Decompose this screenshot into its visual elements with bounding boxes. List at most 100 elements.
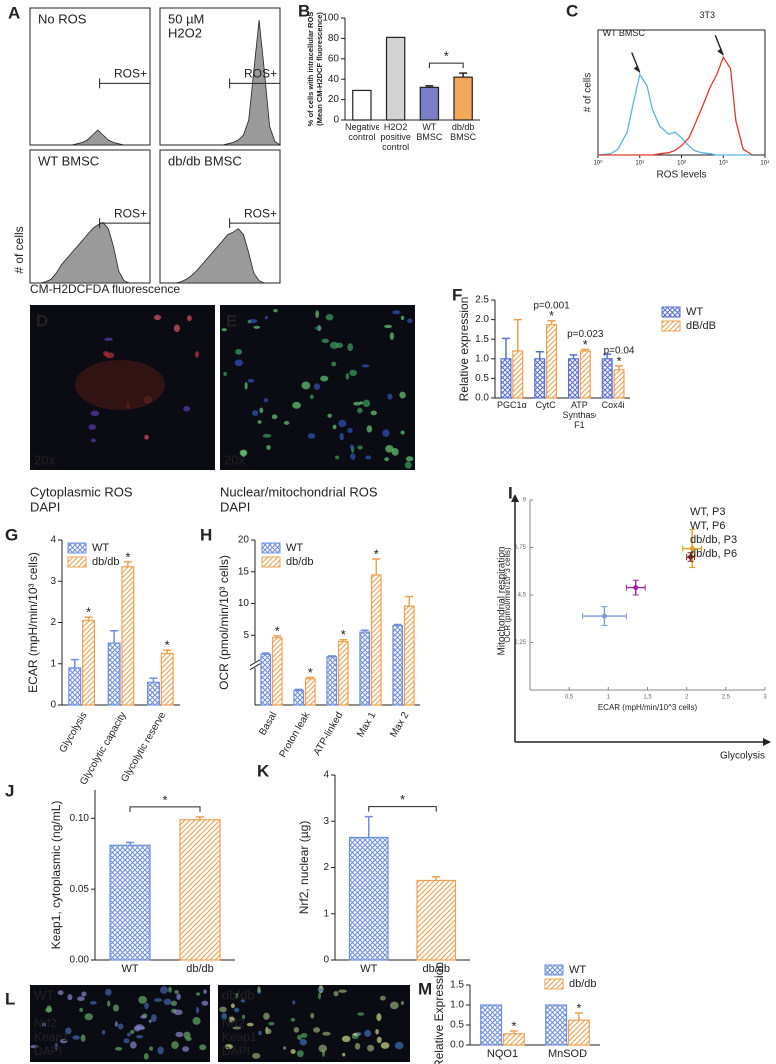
y-tick-label: 0.05 bbox=[70, 884, 90, 895]
axis-break-mark bbox=[249, 659, 261, 667]
cell bbox=[315, 310, 319, 318]
bar bbox=[109, 844, 151, 961]
y-tick-label: 3 bbox=[323, 816, 329, 827]
histogram-area bbox=[160, 228, 280, 284]
caption: DAPI bbox=[220, 499, 250, 514]
x-tick-label: Cox4i bbox=[601, 401, 625, 410]
series-annotation: 3T3 bbox=[699, 11, 715, 21]
cell bbox=[391, 447, 399, 456]
cell bbox=[174, 989, 179, 994]
cell bbox=[224, 1044, 233, 1050]
cell bbox=[347, 428, 353, 434]
cell bbox=[79, 1007, 84, 1012]
bar bbox=[392, 625, 404, 706]
bar bbox=[416, 879, 457, 961]
cell bbox=[234, 359, 243, 367]
cell bbox=[394, 1041, 404, 1050]
significance: * bbox=[583, 337, 588, 352]
x-axis-label: ECAR (mpH/min/10^3 cells) bbox=[598, 703, 698, 712]
significance: * bbox=[162, 792, 167, 807]
cell bbox=[240, 449, 247, 457]
bar bbox=[567, 358, 579, 399]
cell bbox=[201, 1000, 209, 1006]
cell bbox=[90, 410, 100, 417]
cell bbox=[105, 988, 112, 996]
cell bbox=[59, 1038, 68, 1044]
y-tick-label: 10 bbox=[238, 598, 250, 609]
cell bbox=[65, 1027, 72, 1035]
bar bbox=[352, 89, 372, 121]
y-tick-label: 15 bbox=[238, 566, 250, 577]
caption: Keap1 bbox=[34, 1030, 69, 1044]
cell bbox=[138, 995, 147, 1004]
cell bbox=[327, 413, 333, 418]
panel-letter: E bbox=[226, 311, 237, 330]
cell bbox=[407, 318, 413, 324]
bar bbox=[579, 350, 591, 399]
arrow-head bbox=[633, 65, 640, 73]
cell bbox=[405, 456, 414, 462]
x-tick-label: ATP-linked bbox=[312, 710, 346, 757]
bar bbox=[146, 681, 160, 706]
arrow-head bbox=[511, 494, 519, 502]
cell bbox=[235, 348, 243, 355]
arrow-head bbox=[763, 738, 771, 746]
legend-swatch bbox=[661, 320, 681, 332]
legend-label: dB/dB bbox=[686, 320, 716, 332]
cell bbox=[230, 1003, 235, 1009]
cell bbox=[321, 338, 329, 344]
x-tick-label: 2,5 bbox=[722, 695, 731, 701]
cell bbox=[318, 1044, 328, 1053]
cell bbox=[247, 319, 252, 324]
cell bbox=[332, 424, 337, 430]
bar bbox=[480, 1004, 503, 1046]
series-annotation-box: 3T3 bbox=[699, 11, 715, 21]
cell bbox=[133, 1025, 141, 1032]
cell bbox=[77, 996, 85, 1002]
panel-letter: J bbox=[5, 781, 14, 800]
bar bbox=[567, 1019, 590, 1046]
x-tick-label: 10³ bbox=[719, 161, 728, 167]
cell bbox=[199, 1044, 207, 1051]
cell bbox=[361, 364, 370, 368]
cell bbox=[271, 414, 278, 420]
x-tick-label: 10⁰ bbox=[593, 160, 603, 167]
caption: DAPI bbox=[34, 1044, 62, 1058]
cell bbox=[283, 1046, 287, 1050]
significance: * bbox=[275, 623, 280, 638]
y-tick-label: 0.0 bbox=[475, 393, 489, 404]
histogram-area bbox=[30, 129, 150, 146]
cell bbox=[175, 1031, 184, 1038]
bar bbox=[337, 641, 349, 706]
cell bbox=[183, 1031, 191, 1039]
cell bbox=[370, 410, 377, 416]
cell bbox=[375, 1028, 379, 1035]
x-tick-label: ATP Synthase F1 bbox=[562, 401, 597, 430]
cell bbox=[356, 1032, 362, 1036]
significance: * bbox=[341, 627, 346, 642]
x-axis-label: ROS levels bbox=[656, 170, 706, 181]
y-tick-label: 2 bbox=[323, 862, 329, 873]
y-tick-label: 3 bbox=[50, 576, 56, 587]
cell bbox=[292, 401, 301, 409]
cell bbox=[90, 438, 96, 443]
legend-swatch bbox=[661, 306, 681, 318]
cell bbox=[247, 378, 255, 383]
line-series bbox=[597, 72, 753, 156]
cell bbox=[293, 1026, 300, 1033]
significance: * bbox=[308, 665, 313, 680]
y-tick-label: 4 bbox=[323, 770, 329, 781]
x-tick-label-box: Negative control bbox=[345, 123, 379, 142]
cell bbox=[253, 325, 261, 329]
y-axis-label: Nrf2, nuclear (µg) bbox=[297, 821, 311, 915]
cell bbox=[362, 399, 371, 408]
x-tick-label: Max 2 bbox=[388, 710, 411, 739]
significance: * bbox=[165, 638, 170, 653]
x-tick-label-box: ATP Synthase F1 bbox=[562, 401, 597, 430]
cell bbox=[117, 1023, 124, 1030]
cell bbox=[357, 1012, 365, 1016]
legend-label: db/db bbox=[569, 978, 597, 990]
histogram-area bbox=[160, 19, 282, 146]
x-arrow-label: Glycolysis bbox=[720, 751, 765, 762]
y-tick-label: 0 bbox=[323, 955, 329, 966]
